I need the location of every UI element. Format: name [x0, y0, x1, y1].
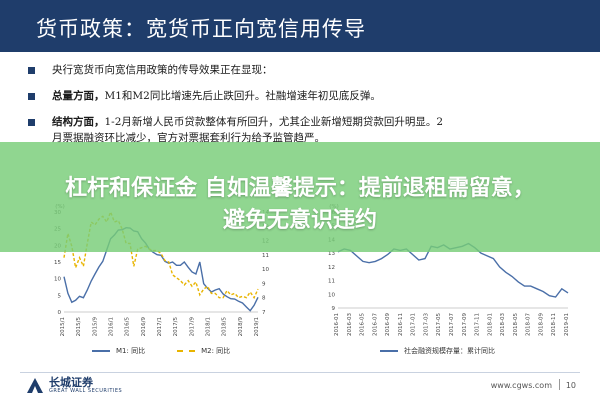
legend-label-m2: M2: 同比 [201, 347, 231, 355]
y-tick-left: 15 [54, 260, 61, 266]
bullet-text: 央行宽货币向宽信用政策的传导效果正在显现： [52, 64, 273, 76]
x-tick-label: 2017-11 [475, 313, 481, 336]
x-tick-label: 2018-09 [538, 313, 544, 336]
x-tick-label: 2018/5 [222, 317, 228, 337]
bullet-square-icon [28, 119, 35, 126]
y-tick: 10 [328, 292, 335, 298]
overlay-banner: 杠杆和保证金 自如温馨提示：提前退租需留意， 避免无意识违约 [0, 142, 600, 252]
x-tick-label: 2016-05 [360, 313, 366, 336]
x-tick-label: 2015/9 [92, 317, 98, 337]
footer-divider [20, 372, 580, 373]
slide-header: 货币政策：宽货币正向宽信用传导 [0, 0, 600, 52]
bullet-text: M1和M2同比增速先后止跌回升。社融增速年初见底反弹。 [104, 90, 381, 102]
x-tick-label: 2017-01 [411, 313, 417, 336]
banner-line-2: 避免无意识违约 [222, 208, 377, 233]
x-tick-label: 2016-03 [347, 313, 353, 336]
slide-title: 货币政策：宽货币正向宽信用传导 [36, 17, 366, 41]
x-tick-label: 2018/1 [206, 317, 212, 336]
y-tick-right: 11 [262, 253, 269, 259]
bullet-bold: 总量方面， [52, 90, 105, 102]
x-tick-label: 2018-05 [513, 313, 519, 336]
legend-swatch-m1 [92, 350, 110, 352]
footer-separator [559, 379, 560, 390]
x-tick-label: 2018-03 [500, 313, 506, 336]
bullet-item: 结构方面，1-2月新增人民币贷款整体有所回升，尤其企业新增短期贷款回升明显。2 … [28, 114, 584, 146]
slide-footer: 长城证券 GREAT WALL SECURITIES www.cgws.com … [0, 370, 600, 400]
legend-swatch-m2 [177, 350, 196, 352]
x-tick-label: 2017-03 [423, 313, 429, 336]
company-logo: 长城证券 GREAT WALL SECURITIES [26, 376, 122, 394]
x-tick-label: 2016/1 [109, 317, 115, 336]
x-tick-label: 2017-07 [449, 313, 455, 336]
bullet-square-icon [28, 67, 35, 74]
legend-swatch-social [380, 350, 398, 352]
x-tick-label: 2016/9 [141, 317, 147, 337]
x-tick-label: 2017/5 [173, 317, 179, 337]
x-tick-label: 2016-09 [385, 313, 391, 336]
y-tick: 13 [328, 251, 335, 257]
y-tick-right: 7 [262, 310, 266, 316]
page-number: 10 [565, 381, 576, 390]
x-tick-label: 2016/5 [125, 317, 131, 337]
x-tick-label: 2018-11 [551, 313, 557, 336]
x-tick-label: 2017-05 [436, 313, 442, 336]
bullet-text: 1-2月新增人民币贷款整体有所回升，尤其企业新增短期贷款回升明显。2 [104, 116, 444, 128]
series-m1-line [63, 226, 259, 312]
legend-label-m1: M1: 同比 [116, 347, 146, 355]
x-tick-label: 2018-07 [526, 313, 532, 336]
x-tick-label: 2015/5 [76, 317, 82, 337]
legend-label-social: 社会融资规模存量：累计同比 [404, 347, 495, 355]
y-tick-left: 0 [58, 310, 62, 316]
footer-url: www.cgws.com [490, 381, 552, 390]
bullet-square-icon [28, 93, 35, 100]
y-tick-left: 10 [54, 277, 61, 283]
social-financing-legend: 社会融资规模存量：累计同比 [380, 346, 495, 356]
y-tick-right: 9 [262, 281, 266, 287]
y-tick: 9 [332, 306, 336, 312]
x-tick-label: 2018/9 [238, 317, 244, 337]
x-tick-label: 2018-01 [487, 313, 493, 336]
y-tick: 11 [328, 279, 335, 285]
x-tick-label: 2017/9 [189, 317, 195, 337]
y-tick: 12 [328, 265, 335, 271]
x-tick-label: 2019-01 [564, 313, 570, 336]
bullet-continuation: 月票据融资环比减少，官方对票据套利行为给予监管趋严。 [52, 132, 325, 144]
bullet-item: 总量方面，M1和M2同比增速先后止跌回升。社融增速年初见底反弹。 [28, 88, 584, 104]
x-tick-label: 2016-07 [372, 313, 378, 336]
banner-line-1: 杠杆和保证金 自如温馨提示：提前退租需留意， [65, 176, 535, 201]
logo-name-cn: 长城证券 [49, 375, 93, 389]
bullet-bold: 结构方面， [52, 116, 105, 128]
great-wall-logo-icon [27, 378, 43, 393]
x-tick-label: 2015/1 [60, 317, 66, 336]
m1-m2-legend: M1: 同比 M2: 同比 [92, 346, 230, 356]
logo-name-en: GREAT WALL SECURITIES [49, 387, 123, 394]
y-tick-right: 8 [262, 296, 266, 302]
bullet-item: 央行宽货币向宽信用政策的传导效果正在显现： [28, 62, 584, 78]
x-tick-label: 2017-09 [462, 313, 468, 336]
bullet-list: 央行宽货币向宽信用政策的传导效果正在显现： 总量方面，M1和M2同比增速先后止跌… [28, 62, 584, 156]
y-tick-right: 10 [262, 267, 269, 273]
x-tick-label: 2016-01 [334, 313, 340, 336]
x-tick-label: 2017/1 [157, 317, 163, 336]
x-tick-label: 2019/1 [254, 317, 260, 336]
y-tick-left: 5 [58, 293, 62, 299]
x-tick-label: 2016-11 [398, 313, 404, 336]
